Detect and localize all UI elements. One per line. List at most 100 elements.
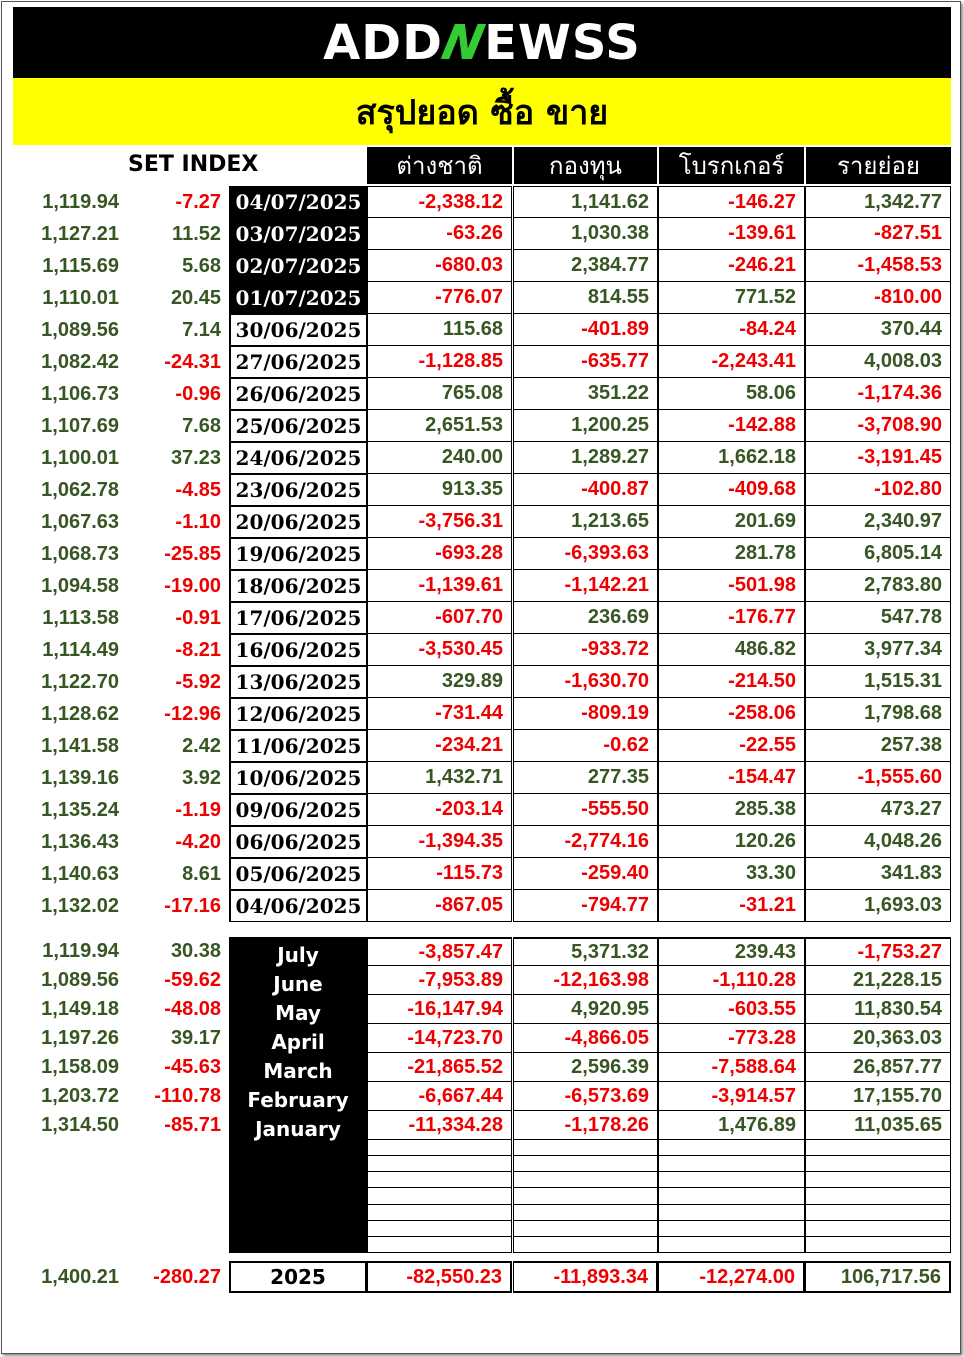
set-index-change: -4.20 [175, 830, 221, 853]
flow-retail: -810.00 [805, 282, 951, 314]
empty-grid-cell [805, 1205, 951, 1221]
trade-date: 04/07/2025 [229, 186, 367, 218]
month-set-change: -59.62 [164, 969, 221, 991]
flow-fund: -1,142.21 [513, 570, 658, 602]
month-flow-foreign: -11,334.28 [367, 1111, 512, 1140]
month-flow-fund: -1,178.26 [513, 1111, 658, 1140]
set-index-change: -4.85 [175, 478, 221, 501]
set-index-value: 1,110.01 [42, 286, 119, 309]
flow-foreign: -3,756.31 [367, 506, 512, 538]
month-set-index: 1,119.94 [42, 940, 119, 962]
year-set-index: 1,400.21 [41, 1265, 119, 1288]
set-index-change: 37.23 [170, 446, 221, 469]
trade-date: 12/06/2025 [229, 698, 367, 730]
empty-grid-cell [658, 1188, 805, 1205]
trade-date: 04/06/2025 [229, 890, 367, 922]
set-index-value: 1,115.69 [42, 254, 119, 277]
flow-broker: -246.21 [658, 250, 805, 282]
flow-fund: 814.55 [513, 282, 658, 314]
flow-broker: 771.52 [658, 282, 805, 314]
set-index-value: 1,141.58 [41, 734, 119, 757]
flow-retail: 4,008.03 [805, 346, 951, 378]
trade-date: 30/06/2025 [229, 314, 367, 346]
empty-grid-cell [367, 1156, 512, 1172]
set-index-value: 1,082.42 [41, 350, 119, 373]
empty-grid-cell [658, 1172, 805, 1188]
empty-grid-cell [367, 1172, 512, 1188]
flow-broker: -154.47 [658, 762, 805, 794]
month-set-index: 1,149.18 [41, 998, 119, 1020]
empty-grid-cell [805, 1188, 951, 1205]
column-header-retail: รายย่อย [806, 147, 951, 184]
month-flow-foreign: -7,953.89 [367, 966, 512, 995]
flow-fund: 277.35 [513, 762, 658, 794]
trade-date: 19/06/2025 [229, 538, 367, 570]
month-flow-retail: 20,363.03 [805, 1024, 951, 1053]
flow-fund: -555.50 [513, 794, 658, 826]
year-flow-broker: -12,274.00 [658, 1261, 805, 1293]
month-label: January [255, 1116, 341, 1141]
month-flow-retail: 17,155.70 [805, 1082, 951, 1111]
month-flow-fund: -4,866.05 [513, 1024, 658, 1053]
empty-grid-cell [367, 1237, 512, 1253]
flow-foreign: -115.73 [367, 858, 512, 890]
set-index-value: 1,127.21 [41, 222, 119, 245]
month-flow-fund: 2,596.39 [513, 1053, 658, 1082]
set-index-change: -17.16 [164, 894, 221, 917]
flow-retail: -3,191.45 [805, 442, 951, 474]
month-flow-retail: 26,857.77 [805, 1053, 951, 1082]
set-index-value: 1,140.63 [41, 862, 119, 885]
set-index-change: -25.85 [164, 542, 221, 565]
flow-foreign: -1,139.61 [367, 570, 512, 602]
trade-date: 27/06/2025 [229, 346, 367, 378]
month-set-change: -110.78 [154, 1085, 221, 1107]
set-index-change: -0.91 [175, 606, 221, 629]
month-flow-retail: 11,035.65 [805, 1111, 951, 1140]
year-label: 2025 [229, 1261, 367, 1293]
flow-broker: -84.24 [658, 314, 805, 346]
month-label: April [271, 1029, 325, 1054]
empty-grid-cell [367, 1188, 512, 1205]
year-flow-fund: -11,893.34 [513, 1261, 658, 1293]
set-index-change: -8.21 [175, 638, 221, 661]
empty-grid-cell [513, 1140, 658, 1156]
set-index-value: 1,067.63 [41, 510, 119, 533]
flow-foreign: -867.05 [367, 890, 512, 922]
set-index-change: 7.68 [182, 414, 221, 437]
flow-foreign: 115.68 [367, 314, 512, 346]
empty-grid-cell [513, 1156, 658, 1172]
flow-fund: -0.62 [513, 730, 658, 762]
flow-broker: 285.38 [658, 794, 805, 826]
empty-grid-cell [367, 1205, 512, 1221]
empty-grid-cell [513, 1188, 658, 1205]
flow-fund: -794.77 [513, 890, 658, 922]
flow-retail: -3,708.90 [805, 410, 951, 442]
flow-foreign: -680.03 [367, 250, 512, 282]
flow-broker: -501.98 [658, 570, 805, 602]
flow-foreign: -63.26 [367, 218, 512, 250]
set-index-value: 1,094.58 [41, 574, 119, 597]
empty-grid-cell [513, 1221, 658, 1237]
flow-fund: -401.89 [513, 314, 658, 346]
month-flow-broker: -3,914.57 [658, 1082, 805, 1111]
set-index-value: 1,135.24 [41, 798, 119, 821]
set-index-value: 1,119.94 [42, 190, 119, 213]
flow-foreign: -1,128.85 [367, 346, 512, 378]
column-header-broker: โบรกเกอร์ [659, 147, 804, 184]
trade-date: 02/07/2025 [229, 250, 367, 282]
set-index-change: -7.27 [175, 190, 221, 213]
month-flow-fund: -12,163.98 [513, 966, 658, 995]
set-index-change: -5.92 [175, 670, 221, 693]
empty-grid-cell [658, 1140, 805, 1156]
empty-grid-cell [658, 1156, 805, 1172]
flow-broker: -139.61 [658, 218, 805, 250]
flow-retail: -827.51 [805, 218, 951, 250]
trade-date: 11/06/2025 [229, 730, 367, 762]
trade-date: 18/06/2025 [229, 570, 367, 602]
flow-foreign: -1,394.35 [367, 826, 512, 858]
year-flow-retail: 106,717.56 [805, 1261, 951, 1293]
flow-retail: 370.44 [805, 314, 951, 346]
flow-fund: -2,774.16 [513, 826, 658, 858]
flow-retail: 2,340.97 [805, 506, 951, 538]
month-set-change: -45.63 [164, 1056, 221, 1078]
